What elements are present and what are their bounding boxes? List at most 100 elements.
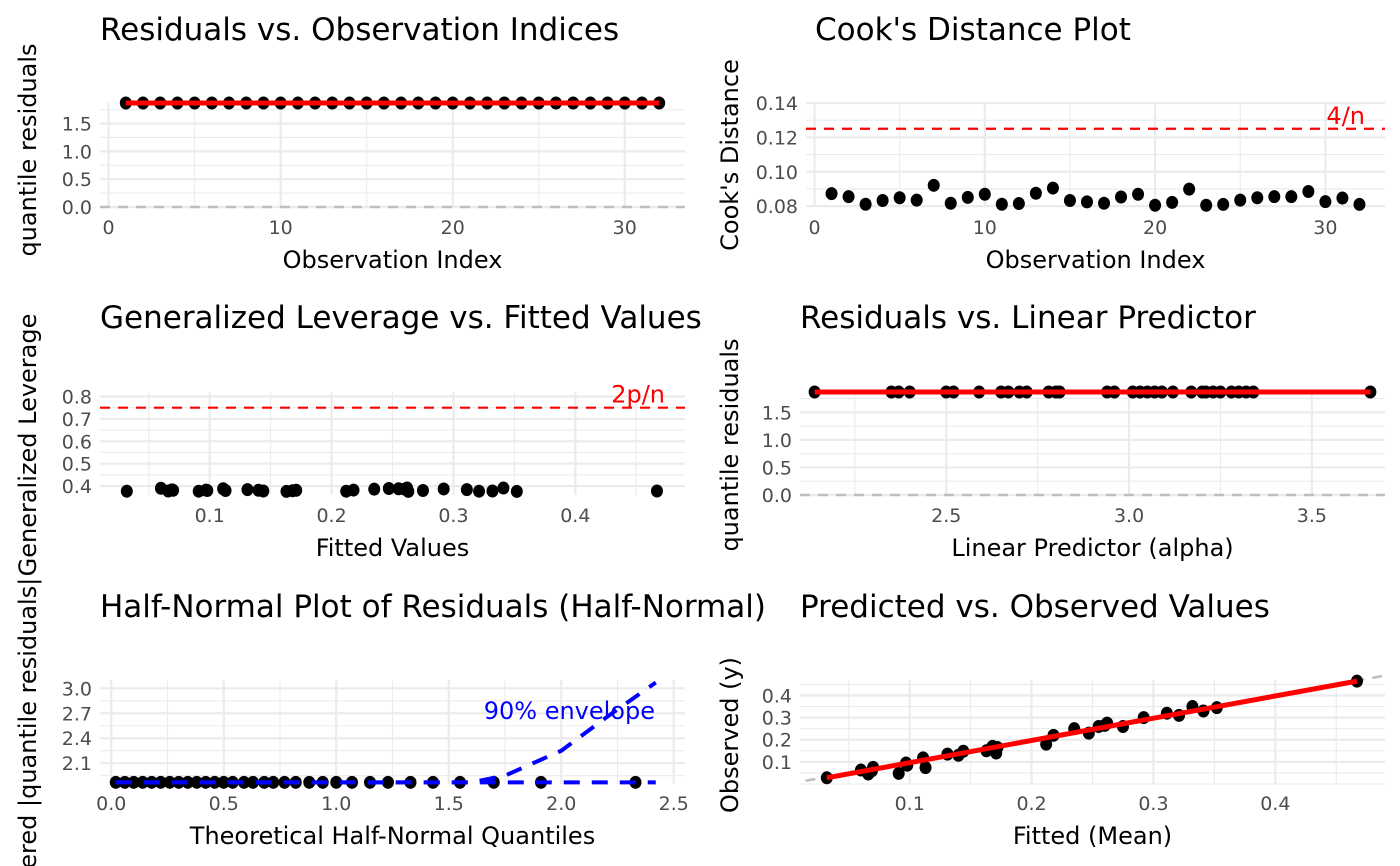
y-tick-label: 0.14 [756, 93, 798, 115]
x-tick-label: 3.0 [1114, 505, 1144, 527]
data-point [303, 775, 316, 789]
x-tick-label: 0.4 [560, 505, 590, 527]
y-tick-label: 0.8 [62, 386, 92, 408]
x-tick-label: 10 [269, 217, 293, 239]
data-point [961, 190, 974, 204]
data-point [238, 775, 250, 789]
y-axis-title: Generalized Leverage [14, 314, 42, 577]
x-tick-label: 0.5 [209, 793, 239, 815]
x-tick-label: 0.1 [895, 793, 925, 815]
y-tick-label: 0.2 [762, 730, 792, 752]
fit-line [826, 678, 1358, 781]
y-tick-label: 0.10 [756, 162, 798, 184]
x-tick-label: 0.1 [195, 505, 225, 527]
data-point [382, 775, 394, 789]
x-axis-title: Theoretical Half-Normal Quantiles [189, 822, 595, 850]
data-point [995, 197, 1008, 211]
x-tick-label: 0.2 [1016, 793, 1046, 815]
y-tick-label: 2.7 [62, 703, 92, 725]
panel-title: Cook's Distance Plot [815, 12, 1131, 48]
x-tick-label: 20 [441, 217, 465, 239]
x-tick-label: 20 [1143, 217, 1167, 239]
panel-leverage-vs-fitted: 0.1 0.2 0.3 0.40.40.50.60.70.8 2p/nGeneraliz… [14, 300, 702, 576]
data-point [1319, 195, 1332, 209]
y-tick-label: 0.08 [756, 196, 798, 218]
data-point [1046, 181, 1059, 195]
y-tick-label: 0.12 [756, 127, 798, 149]
envelope-label: 90% envelope [484, 697, 655, 725]
data-point [190, 775, 203, 789]
data-point [1115, 190, 1128, 204]
y-tick-label: 0.4 [62, 476, 92, 498]
x-tick-label: 0.0 [96, 793, 126, 815]
data-point [136, 775, 149, 789]
data-point [330, 775, 343, 789]
y-tick-label: 0.0 [62, 197, 92, 219]
x-tick-label: 10 [973, 217, 997, 239]
gridlines [806, 101, 1385, 208]
data-point [1149, 198, 1162, 212]
panel-half-normal-residuals: 0.0 0.5 1.0 1.5 2.0 2.5 2.1 2.4 2.7 3.0 90% envelo… [14, 578, 766, 866]
data-point [165, 483, 178, 497]
data-point [127, 775, 140, 789]
x-tick-label: 30 [613, 217, 637, 239]
y-axis-title: Ordered |quantile residuals| [14, 578, 42, 866]
x-axis-title: Observation Index [283, 246, 503, 274]
data-point [1285, 190, 1298, 204]
data-point [347, 483, 360, 497]
data-point [893, 191, 906, 205]
data-point [944, 196, 957, 210]
x-tick-label: 30 [1313, 217, 1337, 239]
y-tick-label: 3.0 [62, 678, 92, 700]
data-point [1063, 193, 1076, 207]
x-tick-label: 2.5 [931, 505, 961, 527]
panel-title: Half-Normal Plot of Residuals (Half-Norm… [100, 589, 766, 625]
data-point [927, 178, 940, 192]
data-point [368, 482, 381, 496]
x-tick-label: 0.4 [1260, 793, 1290, 815]
data-point [416, 484, 429, 498]
data-point [219, 484, 232, 498]
data-point [382, 482, 395, 496]
y-tick-label: 0.5 [62, 454, 92, 476]
data-point [267, 775, 280, 789]
data-point [892, 766, 905, 780]
x-tick-label: 0 [103, 217, 115, 239]
data-point [510, 484, 523, 498]
data-point [1166, 195, 1179, 209]
x-axis-title: Fitted Values [316, 534, 470, 562]
data-point [486, 484, 499, 498]
gridlines [100, 680, 685, 784]
data-point [1012, 197, 1025, 211]
y-tick-label: 2.1 [62, 753, 92, 775]
data-point [402, 484, 415, 498]
gridlines [100, 103, 685, 209]
data-points [825, 178, 1366, 212]
panel-title: Predicted vs. Observed Values [800, 589, 1270, 625]
data-point [1217, 197, 1230, 211]
data-point [876, 193, 889, 207]
x-axis-title: Fitted (Mean) [1013, 822, 1172, 850]
x-tick-label: 0.3 [438, 505, 468, 527]
data-point [1353, 197, 1366, 211]
x-axis-title: Linear Predictor (alpha) [951, 534, 1233, 562]
panel-residuals-vs-index: 0 10 20 30 0.0 0.5 1.0 1.5 Residuals vs. Observa… [14, 12, 685, 274]
data-point [650, 484, 663, 498]
threshold-label: 2p/n [611, 381, 665, 409]
data-point [842, 190, 855, 204]
y-tick-label: 0.4 [762, 685, 792, 707]
x-tick-label: 2.5 [659, 793, 689, 815]
data-point [290, 483, 303, 497]
data-point [120, 484, 133, 498]
y-tick-label: 1.5 [762, 402, 792, 424]
y-axis-title: Observed (y) [716, 657, 744, 813]
y-axis-title: Cook's Distance [716, 59, 744, 251]
panel-title: Generalized Leverage vs. Fitted Values [100, 300, 702, 336]
data-point [1251, 191, 1264, 205]
data-point [497, 481, 510, 495]
data-point [1336, 191, 1349, 205]
x-axis-title: Observation Index [986, 246, 1206, 274]
data-point [1302, 185, 1315, 199]
